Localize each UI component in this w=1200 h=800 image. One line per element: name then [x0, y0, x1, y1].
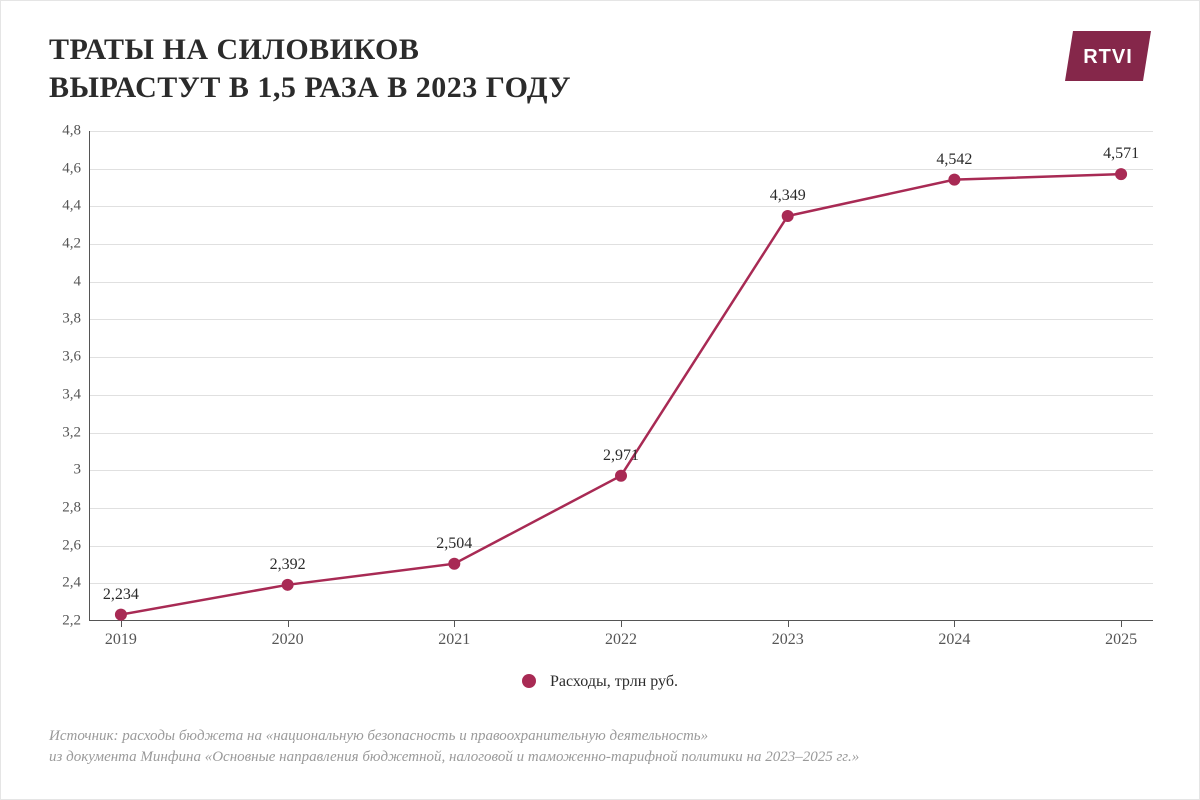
y-tick-label: 2,4 [62, 575, 81, 592]
x-tick-label: 2020 [272, 631, 304, 649]
data-point-label: 2,971 [603, 447, 639, 465]
x-tick-mark [1121, 621, 1122, 627]
data-point-label: 2,392 [270, 556, 306, 574]
data-point-label: 2,234 [103, 586, 139, 604]
data-marker [615, 470, 627, 482]
y-tick-label: 2,8 [62, 499, 81, 516]
data-point-label: 4,349 [770, 187, 806, 205]
y-tick-label: 3,8 [62, 311, 81, 328]
y-tick-label: 3 [74, 462, 82, 479]
y-tick-label: 3,2 [62, 424, 81, 441]
x-tick-label: 2019 [105, 631, 137, 649]
x-tick-mark [288, 621, 289, 627]
x-tick-label: 2022 [605, 631, 637, 649]
source-line-1: Источник: расходы бюджета на «национальн… [49, 728, 708, 744]
data-marker [282, 579, 294, 591]
chart-svg [89, 131, 1153, 621]
y-tick-label: 4,2 [62, 236, 81, 253]
line-chart: 2,22,42,62,833,23,43,63,844,24,44,64,820… [49, 131, 1153, 661]
data-marker [1115, 168, 1127, 180]
source-line-2: из документа Минфина «Основные направлен… [49, 749, 859, 765]
x-tick-label: 2023 [772, 631, 804, 649]
x-tick-mark [788, 621, 789, 627]
y-tick-label: 4,6 [62, 160, 81, 177]
chart-legend: Расходы, трлн руб. [1, 673, 1199, 691]
data-marker [948, 174, 960, 186]
legend-label: Расходы, трлн руб. [550, 673, 678, 690]
y-tick-label: 3,4 [62, 386, 81, 403]
legend-marker-icon [522, 674, 536, 688]
x-tick-label: 2025 [1105, 631, 1137, 649]
x-tick-label: 2021 [438, 631, 470, 649]
data-point-label: 2,504 [436, 535, 472, 553]
data-marker [448, 558, 460, 570]
y-tick-label: 4 [74, 273, 82, 290]
title-line-2: ВЫРАСТУТ В 1,5 РАЗА В 2023 ГОДУ [49, 71, 571, 104]
x-tick-label: 2024 [938, 631, 970, 649]
y-tick-label: 2,2 [62, 613, 81, 630]
chart-source: Источник: расходы бюджета на «национальн… [49, 726, 1151, 770]
svg-text:RTVI: RTVI [1083, 46, 1133, 68]
title-line-1: ТРАТЫ НА СИЛОВИКОВ [49, 33, 419, 66]
y-tick-label: 4,8 [62, 123, 81, 140]
data-point-label: 4,571 [1103, 145, 1139, 163]
y-tick-label: 4,4 [62, 198, 81, 215]
chart-title: ТРАТЫ НА СИЛОВИКОВ ВЫРАСТУТ В 1,5 РАЗА В… [49, 31, 571, 106]
data-marker [115, 609, 127, 621]
data-marker [782, 210, 794, 222]
y-tick-label: 2,6 [62, 537, 81, 554]
data-point-label: 4,542 [936, 151, 972, 169]
y-tick-label: 3,6 [62, 349, 81, 366]
data-line [121, 174, 1121, 614]
rtvi-logo: RTVI [1065, 31, 1151, 86]
x-tick-mark [121, 621, 122, 627]
x-tick-mark [454, 621, 455, 627]
x-tick-mark [954, 621, 955, 627]
x-tick-mark [621, 621, 622, 627]
